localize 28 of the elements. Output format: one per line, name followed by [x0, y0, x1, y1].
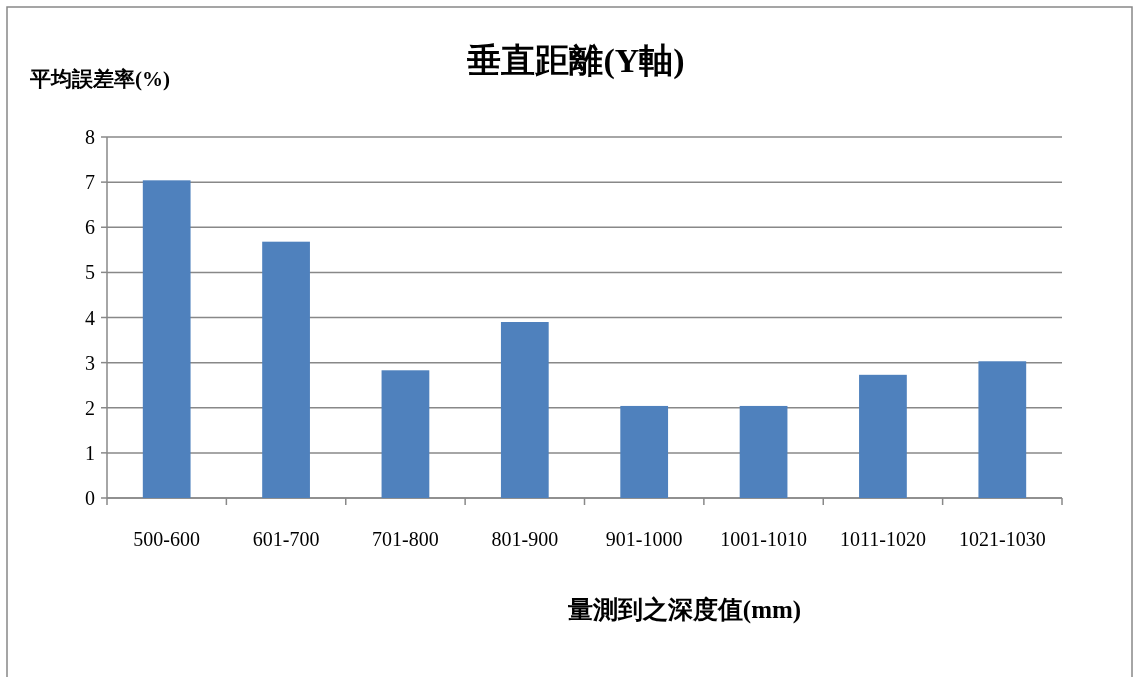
bar — [262, 241, 310, 498]
y-tick-label: 8 — [85, 126, 95, 148]
x-tick-label: 701-800 — [372, 528, 439, 550]
y-tick-label: 6 — [85, 216, 95, 239]
x-tick-label: 801-900 — [491, 528, 559, 550]
y-tick-label: 3 — [85, 351, 95, 374]
x-tick-label: 1011-1020 — [839, 528, 926, 550]
x-tick-label: 601-700 — [252, 528, 320, 550]
y-tick-label: 7 — [85, 171, 95, 194]
bar — [500, 322, 549, 498]
y-tick-label: 2 — [85, 396, 95, 419]
x-axis-title: 量測到之深度值(mm) — [566, 596, 802, 624]
y-tick-label: 0 — [85, 487, 95, 509]
y-tick-label: 4 — [85, 306, 95, 329]
y-axis-title: 平均誤差率(%) — [29, 67, 170, 91]
bar — [859, 374, 907, 498]
x-tick-label: 901-1000 — [605, 528, 683, 550]
x-tick-label: 1021-1030 — [958, 528, 1046, 550]
bar — [739, 405, 788, 498]
bar — [142, 180, 191, 498]
bar — [381, 370, 430, 498]
bar — [620, 405, 669, 498]
x-tick-label: 500-600 — [133, 528, 201, 550]
x-tick-label: 1001-1010 — [720, 528, 807, 550]
y-tick-label: 5 — [85, 261, 95, 284]
y-tick-label: 1 — [85, 441, 95, 464]
bar — [978, 361, 1027, 498]
chart-title: 垂直距離(Y軸) — [466, 42, 685, 80]
